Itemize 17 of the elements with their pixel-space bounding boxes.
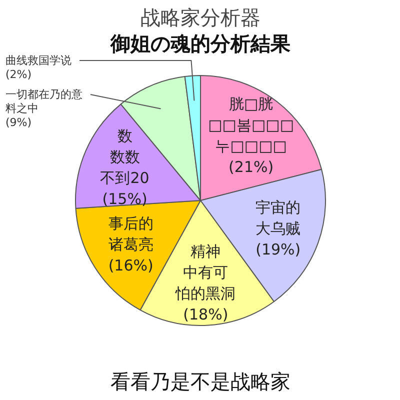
- data-label: (2%): [6, 68, 32, 81]
- slice-label: 一切都在乃的意料之中: [6, 88, 82, 115]
- data-label: (18%): [183, 305, 228, 324]
- data-label: (21%): [228, 158, 274, 176]
- text: 看看乃是不是战略家: [110, 370, 290, 394]
- data-label: (16%): [108, 256, 154, 275]
- chart-title: 战略家分析器: [140, 6, 260, 30]
- slice-label: 精神中有可怕的黑洞: [174, 242, 236, 302]
- slice-label: 宇宙的大乌贼: [256, 198, 301, 238]
- slice-label: 胱□胱□□봄□□□누□□□□: [208, 94, 294, 155]
- slice-label: 事后的诸葛亮: [108, 214, 154, 254]
- data-label: (9%): [6, 116, 32, 129]
- slice-label: 数数数不到20: [100, 127, 150, 188]
- data-label: (15%): [102, 190, 148, 208]
- data-label: (19%): [256, 240, 301, 258]
- slice-label: 曲线救国学说: [6, 54, 72, 67]
- chart-subtitle: 御姐の魂的分析結果: [110, 32, 292, 56]
